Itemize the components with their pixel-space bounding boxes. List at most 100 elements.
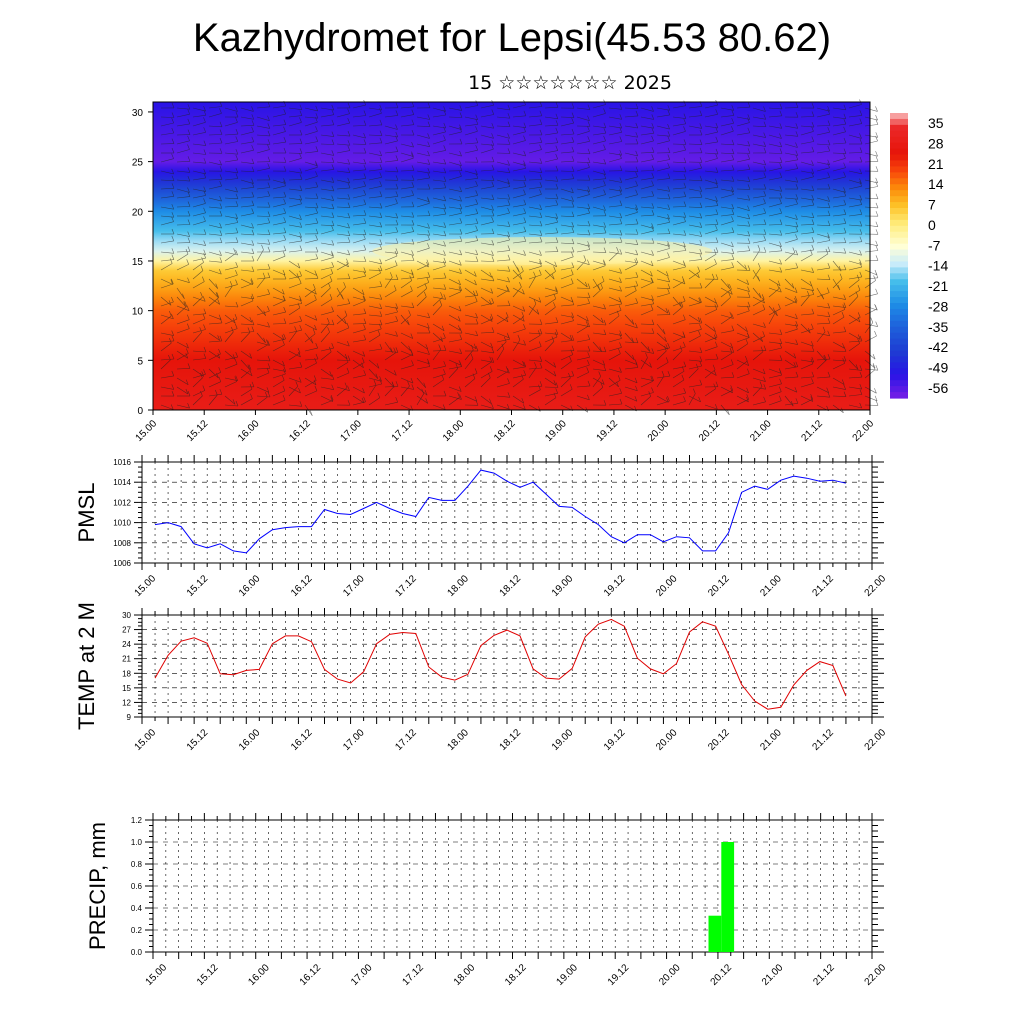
wind-barb: [448, 278, 461, 286]
wind-barb: [512, 179, 527, 181]
wind-barb: [704, 336, 718, 343]
wind-barb-flag: [635, 229, 639, 235]
wind-barb: [560, 314, 574, 318]
wind-barb: [832, 260, 842, 272]
wind-barb: [272, 212, 286, 217]
wind-barb-flag: [619, 277, 622, 283]
wind-barb-flag: [395, 303, 399, 309]
wind-barb: [384, 196, 398, 199]
wind-barb-flag: [645, 352, 648, 358]
wind-barb-flag: [267, 174, 271, 181]
heat-x-tick-label: 18.12: [492, 418, 518, 444]
wind-barb-flag: [474, 279, 477, 286]
wind-barb: [512, 152, 526, 157]
wind-barb-flag: [555, 137, 559, 143]
wind-barb: [512, 251, 526, 256]
wind-barb-flag: [201, 371, 204, 377]
colorbar-swatch: [890, 249, 908, 257]
wind-barb: [640, 125, 654, 129]
wind-barb-flag: [619, 218, 623, 224]
wind-barb-flag: [571, 117, 574, 124]
wind-barb: [448, 368, 459, 379]
wind-barb-flag: [875, 400, 879, 406]
wind-barb-flag: [219, 137, 223, 144]
wind-barb-flag: [251, 319, 255, 325]
wind-barb: [256, 215, 271, 217]
wind-barb: [224, 318, 238, 325]
wind-barb: [576, 194, 590, 199]
wind-barb-flag: [795, 324, 798, 330]
wind-barb: [656, 188, 670, 192]
wind-barb: [624, 386, 638, 392]
wind-barb: [368, 384, 377, 397]
wind-barb-flag: [747, 114, 751, 120]
wind-barb-flag: [475, 290, 479, 296]
wind-barb: [464, 332, 478, 337]
wind-barb: [496, 179, 510, 184]
wind-barb-flag: [235, 227, 239, 233]
wind-barb: [736, 332, 750, 338]
wind-barb-flag: [635, 110, 639, 117]
wind-barb: [304, 258, 318, 262]
wind-barb-flag: [299, 198, 302, 204]
wind-barb-flag: [459, 165, 463, 171]
wind-barb: [176, 386, 189, 395]
wind-barb: [528, 142, 542, 145]
wind-barb-flag: [651, 375, 654, 381]
wind-barb: [688, 188, 702, 192]
wind-barb: [240, 149, 254, 154]
wind-barb: [288, 240, 302, 244]
wind-barb-flag: [491, 164, 495, 171]
wind-barb: [560, 160, 575, 163]
wind-barb-flag: [539, 119, 543, 125]
wind-barb-flag: [171, 191, 175, 197]
wind-barb-flag: [715, 237, 719, 243]
wind-barb: [640, 132, 654, 136]
wind-barb: [240, 242, 254, 246]
wind-barb-flag: [827, 196, 830, 202]
wind-barb: [816, 267, 830, 271]
wind-barb: [656, 114, 670, 118]
wind-barb-flag: [459, 126, 462, 133]
wind-barb: [848, 386, 862, 390]
wind-barb-flag: [587, 104, 591, 110]
wind-barb: [256, 332, 266, 343]
wind-barb-flag: [730, 385, 733, 391]
wind-barb: [432, 265, 446, 271]
wind-barb-flag: [667, 193, 671, 200]
wind-barb-flag: [267, 229, 271, 235]
wind-barb-flag: [683, 191, 687, 197]
wind-barb-flag: [683, 396, 686, 402]
wind-barb: [848, 104, 862, 109]
wind-barb: [208, 350, 220, 359]
wind-barb: [784, 341, 798, 345]
wind-barb: [592, 104, 606, 109]
wind-barb-flag: [601, 276, 605, 282]
wind-barb-flag: [235, 117, 238, 123]
wind-barb-flag: [603, 169, 606, 175]
wind-barb: [720, 278, 730, 289]
wind-barb: [416, 152, 430, 157]
colorbar-swatch: [890, 113, 908, 120]
wind-barb: [784, 231, 798, 235]
wind-barb: [592, 387, 603, 397]
wind-barb: [368, 215, 382, 218]
wind-barb: [768, 347, 782, 352]
wind-barb-flag: [667, 186, 671, 192]
wind-barb: [192, 313, 206, 316]
wind-barb-flag: [363, 308, 367, 314]
wind-barb-flag: [790, 400, 794, 407]
wind-barb: [432, 379, 444, 388]
wind-barb-flag: [649, 362, 652, 368]
wind-barb: [448, 287, 462, 291]
wind-barb-flag: [229, 281, 233, 287]
wind-barb: [352, 169, 366, 172]
wind-barb-flag: [297, 347, 301, 354]
wind-barb-flag: [235, 193, 239, 199]
colorbar-swatch: [890, 308, 908, 316]
wind-barb-flag: [267, 190, 271, 197]
wind-barb-flag: [249, 317, 253, 323]
wind-barb-flag: [568, 372, 571, 379]
wind-barb-flag: [651, 135, 654, 142]
wind-barb-flag: [395, 110, 399, 116]
